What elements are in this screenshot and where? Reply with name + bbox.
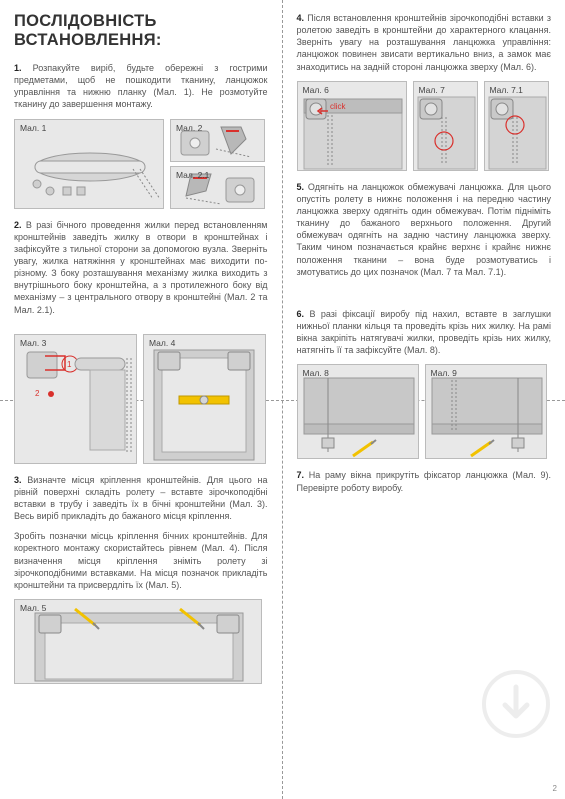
step-4-text: 4. Після встановлення кронштейнів зірочк… <box>297 12 552 73</box>
fig-2-label: Мал. 2 <box>176 123 202 133</box>
step-7-num: 7. <box>297 470 305 480</box>
step-2-num: 2. <box>14 220 22 230</box>
step-7-text: 7. На раму вікна прикрутіть фіксатор лан… <box>297 469 552 493</box>
instruction-page: ПОСЛІДОВНІСТЬ ВСТАНОВЛЕННЯ: 1. Розпакуйт… <box>0 0 565 799</box>
right-column: 4. Після встановлення кронштейнів зірочк… <box>283 0 565 799</box>
step-4-body: Після встановлення кронштейнів зірочкопо… <box>297 13 552 72</box>
step-3-num: 3. <box>14 475 22 485</box>
step-7-body: На раму вікна прикрутіть фіксатор ланцюж… <box>297 470 552 492</box>
step-5-body: Одягніть на ланцюжок обмежувачі ланцюжка… <box>297 182 552 277</box>
figure-3: Мал. 3 2 1 <box>14 334 137 464</box>
figure-9: Мал. 9 <box>425 364 547 459</box>
fig-4-svg <box>144 334 265 464</box>
step-3-body: Визначте місця кріплення кронштейнів. Дл… <box>14 475 268 521</box>
left-column: ПОСЛІДОВНІСТЬ ВСТАНОВЛЕННЯ: 1. Розпакуйт… <box>0 0 283 799</box>
fig-3-svg: 2 1 <box>15 334 136 464</box>
svg-text:1: 1 <box>67 360 72 369</box>
fig-3-label: Мал. 3 <box>20 338 46 348</box>
click-label: click <box>330 102 347 111</box>
fig-row-3: Мал. 5 <box>14 599 268 684</box>
step-6-body: В разі фіксації виробу під нахил, вставт… <box>297 309 552 355</box>
fig-8-svg <box>298 364 418 459</box>
watermark-icon <box>481 669 551 739</box>
fig-row-4: Мал. 6 click Мал. 7 <box>297 81 552 171</box>
fig-71-label: Мал. 7.1 <box>490 85 523 95</box>
fig-5-label: Мал. 5 <box>20 603 46 613</box>
fig-9-label: Мал. 9 <box>431 368 457 378</box>
figure-4: Мал. 4 <box>143 334 266 464</box>
step-6-text: 6. В разі фіксації виробу під нахил, вст… <box>297 308 552 357</box>
page-title: ПОСЛІДОВНІСТЬ ВСТАНОВЛЕННЯ: <box>14 12 268 50</box>
fig-row-5: Мал. 8 Мал. 9 <box>297 364 552 459</box>
fig-21-label: Мал. 2.1 <box>176 170 209 180</box>
fig-9-svg <box>426 364 546 459</box>
step-3a-text: Зробіть позначки місць кріплення бічних … <box>14 530 268 591</box>
fig-8-label: Мал. 8 <box>303 368 329 378</box>
step-3-text: 3. Визначте місця кріплення кронштейнів.… <box>14 474 268 523</box>
figure-5: Мал. 5 <box>14 599 262 684</box>
figure-6: Мал. 6 click <box>297 81 407 171</box>
step-5-text: 5. Одягніть на ланцюжок обмежувачі ланцю… <box>297 181 552 278</box>
fig-4-label: Мал. 4 <box>149 338 175 348</box>
step-1-text: 1. Розпакуйте виріб, будьте обережні з г… <box>14 62 268 111</box>
figure-1: Мал. 1 <box>14 119 164 209</box>
fig-7-label: Мал. 7 <box>419 85 445 95</box>
fig-5-svg <box>15 599 261 684</box>
fig-2-stack: Мал. 2 Мал. 2.1 <box>170 119 265 209</box>
fig-row-1: Мал. 1 Мал. 2 <box>14 119 268 209</box>
figure-8: Мал. 8 <box>297 364 419 459</box>
figure-2-1: Мал. 2.1 <box>170 166 265 209</box>
step-6-num: 6. <box>297 309 305 319</box>
fig-6-label: Мал. 6 <box>303 85 329 95</box>
fig-1-label: Мал. 1 <box>20 123 46 133</box>
step-1-body: Розпакуйте виріб, будьте обережні з гост… <box>14 63 268 109</box>
step-2-text: 2. В разі бічного проведення жилки перед… <box>14 219 268 316</box>
fig-row-2: Мал. 3 2 1 Мал. 4 <box>14 334 268 464</box>
step-5-num: 5. <box>297 182 305 192</box>
page-number: 2 <box>553 784 557 793</box>
figure-7-1: Мал. 7.1 <box>484 81 549 171</box>
step-2-body: В разі бічного проведення жилки перед вс… <box>14 220 268 315</box>
svg-text:2: 2 <box>35 389 40 398</box>
figure-7: Мал. 7 <box>413 81 478 171</box>
step-1-num: 1. <box>14 63 22 73</box>
step-3a-body: Зробіть позначки місць кріплення бічних … <box>14 531 268 590</box>
step-4-num: 4. <box>297 13 305 23</box>
figure-2: Мал. 2 <box>170 119 265 162</box>
